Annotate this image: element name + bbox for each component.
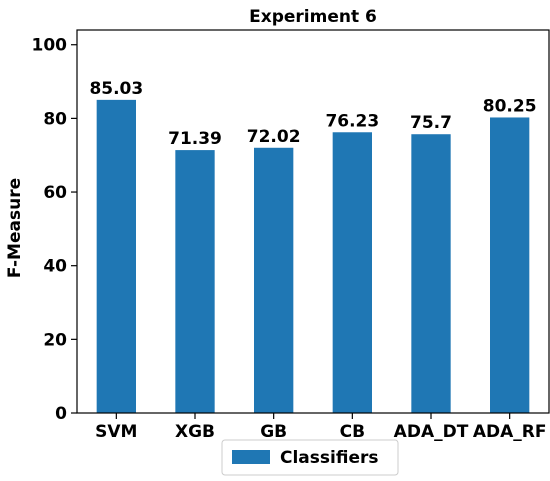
legend-label: Classifiers — [280, 448, 378, 468]
x-tick-label: CB — [340, 422, 365, 442]
plot-area: 0 20 40 60 80 100 85.03 SVM 71.39 XGB 72.02 GB 76.23… — [32, 36, 547, 442]
y-tick-label: 0 — [55, 404, 67, 424]
chart-title: Experiment 6 — [249, 7, 377, 27]
bar — [96, 99, 136, 414]
legend-box — [221, 439, 399, 476]
data-label: 76.23 — [325, 111, 379, 131]
bar — [175, 150, 215, 413]
bar — [411, 134, 451, 413]
data-label: 80.25 — [483, 96, 537, 116]
y-tick-label: 20 — [43, 330, 67, 350]
y-tick-label: 80 — [43, 109, 67, 129]
bar — [332, 132, 372, 413]
y-axis-label: F-Measure — [5, 178, 25, 278]
x-tick-label: XGB — [175, 422, 215, 442]
x-tick-label: GB — [260, 422, 287, 442]
data-label: 71.39 — [168, 129, 222, 149]
bar — [254, 147, 294, 413]
x-tick-label: ADA_DT — [394, 422, 469, 442]
x-tick-label: SVM — [95, 422, 137, 442]
legend: Classifiers — [221, 439, 399, 476]
data-label: 72.02 — [247, 127, 301, 147]
data-label: 85.03 — [89, 79, 143, 99]
bar — [490, 117, 530, 414]
x-tick-label: ADA_RF — [473, 422, 547, 442]
y-tick-label: 60 — [43, 183, 67, 203]
legend-swatch — [232, 450, 270, 464]
y-tick-label: 40 — [43, 257, 67, 277]
data-label: 75.7 — [410, 113, 452, 133]
y-tick-label: 100 — [32, 36, 68, 56]
plot-frame — [76, 29, 550, 414]
